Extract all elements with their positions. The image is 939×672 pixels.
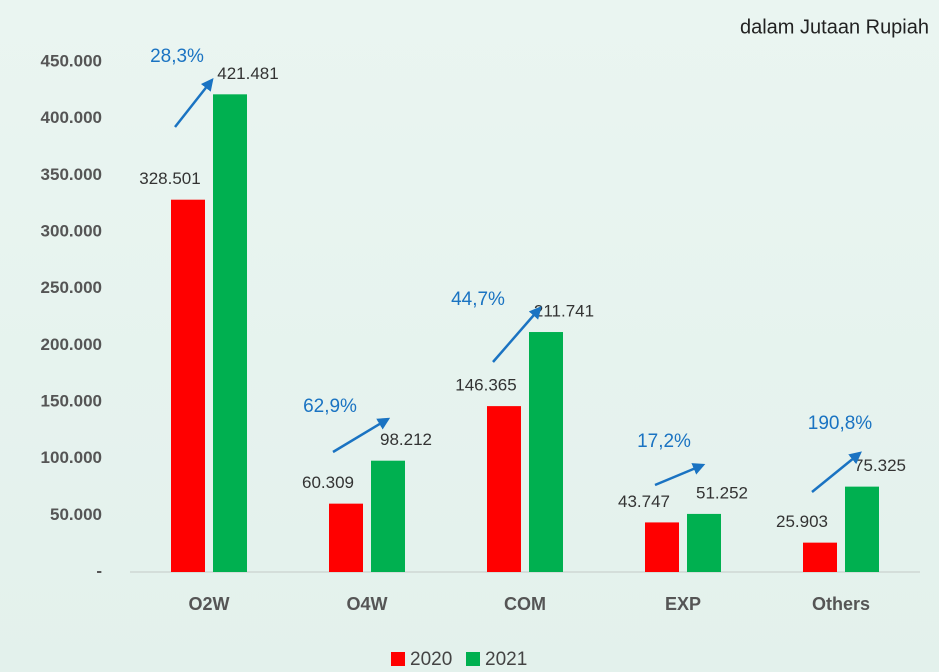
value-label: 328.501 (139, 169, 200, 188)
bar (371, 460, 405, 572)
bar (171, 199, 205, 573)
growth-label: 190,8% (808, 413, 873, 434)
bar (213, 94, 247, 572)
value-label: 60.309 (302, 473, 354, 492)
growth-label: 62,9% (303, 396, 357, 417)
value-label: 75.325 (854, 456, 906, 475)
y-tick-label: 150.000 (41, 391, 102, 410)
y-tick-label: 450.000 (41, 51, 102, 70)
legend-swatch (466, 652, 480, 666)
growth-arrow (492, 306, 542, 363)
x-tick-label: O4W (346, 594, 387, 614)
y-tick-label: 400.000 (41, 108, 102, 127)
x-tick-label: O2W (188, 594, 229, 614)
x-tick-label: EXP (665, 594, 701, 614)
value-label: 98.212 (380, 430, 432, 449)
bar (487, 406, 521, 572)
bar (687, 513, 721, 572)
x-tick-label: Others (812, 594, 870, 614)
bar (329, 503, 363, 572)
x-tick-label: COM (504, 594, 546, 614)
subtitle: dalam Jutaan Rupiah (740, 16, 929, 38)
y-tick-label: 100.000 (41, 448, 102, 467)
y-tick-label: - (96, 561, 102, 580)
y-tick-label: 200.000 (41, 335, 102, 354)
legend-label: 2021 (485, 649, 527, 670)
bar (845, 486, 879, 572)
legend-label: 2020 (410, 649, 452, 670)
y-tick-label: 350.000 (41, 165, 102, 184)
value-label: 25.903 (776, 512, 828, 531)
value-label: 146.365 (455, 376, 516, 395)
growth-arrow (332, 417, 391, 454)
growth-arrow (174, 78, 214, 128)
y-tick-label: 250.000 (41, 278, 102, 297)
growth-label: 28,3% (150, 46, 204, 67)
growth-arrow (654, 463, 706, 487)
value-label: 421.481 (217, 64, 278, 83)
bar (529, 332, 563, 572)
bar (645, 522, 679, 572)
value-label: 43.747 (618, 492, 670, 511)
growth-arrow (811, 451, 862, 493)
value-label: 51.252 (696, 483, 748, 502)
growth-label: 44,7% (451, 289, 505, 310)
y-tick-label: 50.000 (50, 505, 102, 524)
legend-swatch (391, 652, 405, 666)
growth-label: 17,2% (637, 431, 691, 452)
value-label: 211.741 (534, 302, 594, 321)
bar (803, 542, 837, 572)
y-tick-label: 300.000 (41, 221, 102, 240)
